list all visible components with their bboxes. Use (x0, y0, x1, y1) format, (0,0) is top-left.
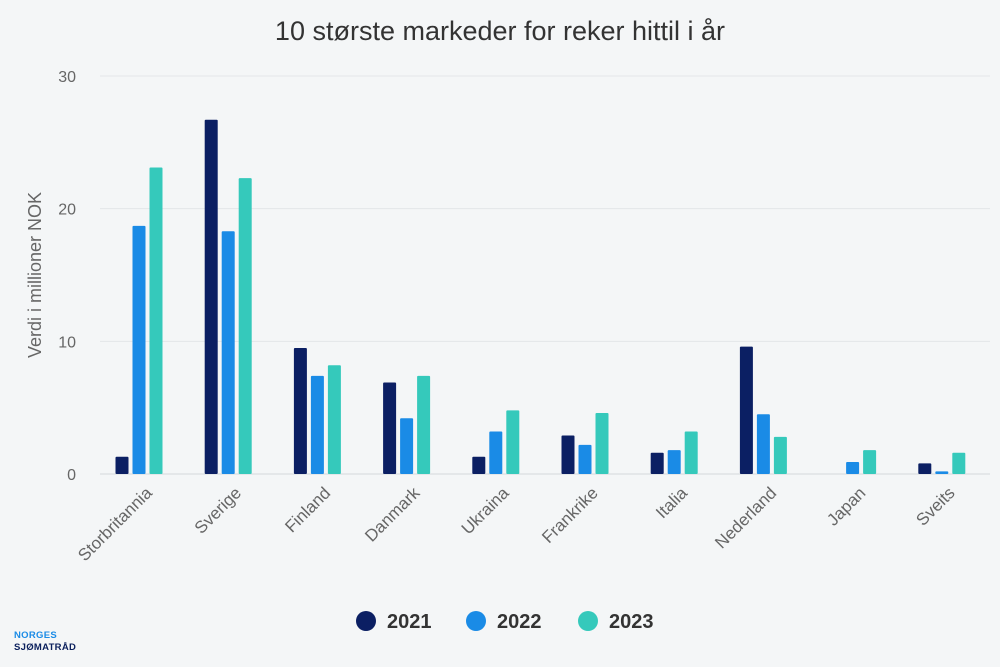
bar-2021-finland (293, 347, 307, 474)
bar-2022-sveits (935, 471, 949, 474)
bar-2023-danmark (417, 375, 431, 474)
y-axis-label: Verdi i millioner NOK (25, 192, 45, 358)
bar-2021-italia (650, 452, 664, 474)
bar-2023-italia (684, 431, 698, 474)
chart-title: 10 største markeder for reker hittil i å… (275, 16, 725, 46)
legend-label: 2022 (497, 611, 542, 633)
logo: NORGES SJØMATRÅD (14, 630, 76, 653)
bar-2023-frankrike (595, 412, 609, 474)
x-tick-label: Sverige (191, 483, 245, 537)
bar-2022-finland (310, 375, 324, 474)
bar-2022-frankrike (578, 444, 592, 474)
logo-line-2: SJØMATRÅD (14, 642, 76, 653)
x-tick-label: Danmark (361, 483, 424, 546)
bar-2022-storbritannia (132, 225, 146, 474)
bar-2023-sverige (238, 178, 252, 475)
legend-label: 2021 (387, 611, 432, 633)
legend: 2021 2022 2023 (356, 611, 654, 633)
bar-2023-japan (863, 450, 877, 474)
bar-2021-frankrike (561, 435, 575, 474)
bar-2021-danmark (383, 382, 397, 474)
bar-2023-finland (327, 365, 341, 474)
bar-2023-storbritannia (149, 167, 163, 475)
logo-line-1: NORGES (14, 630, 57, 641)
x-tick-label: Nederland (711, 483, 780, 552)
x-axis-categories: Storbritannia Sverige Finland Danmark Ukrain… (74, 483, 958, 565)
bar-2021-sverige (204, 119, 218, 474)
bar-2022-italia (667, 450, 681, 474)
bar-2021-ukraina (472, 456, 486, 474)
bars (115, 119, 966, 475)
y-tick-label: 30 (58, 69, 76, 86)
bar-2021-storbritannia (115, 456, 129, 474)
bar-2021-nederland (739, 346, 753, 474)
legend-marker (466, 611, 486, 631)
x-tick-label: Ukraina (458, 483, 513, 538)
bar-2023-ukraina (506, 410, 520, 474)
y-tick-label: 0 (67, 467, 76, 484)
legend-label: 2023 (609, 611, 654, 633)
x-tick-label: Finland (281, 483, 334, 536)
x-tick-label: Storbritannia (74, 483, 156, 565)
bar-2022-ukraina (489, 431, 503, 474)
y-axis-ticks: 0 10 20 30 (58, 69, 76, 484)
y-tick-label: 10 (58, 334, 76, 351)
x-tick-label: Italia (652, 483, 691, 522)
x-tick-label: Sveits (912, 483, 958, 529)
bar-2023-sveits (952, 452, 966, 474)
x-tick-label: Frankrike (538, 483, 602, 547)
bar-2023-nederland (773, 436, 787, 474)
legend-marker (356, 611, 376, 631)
x-tick-label: Japan (823, 483, 869, 529)
bar-2022-sverige (221, 231, 235, 474)
bar-2022-danmark (400, 418, 414, 474)
bar-2022-nederland (756, 414, 770, 474)
bar-2021-sveits (918, 463, 932, 474)
y-tick-label: 20 (58, 202, 76, 219)
legend-marker (578, 611, 598, 631)
bar-2022-japan (846, 462, 860, 474)
